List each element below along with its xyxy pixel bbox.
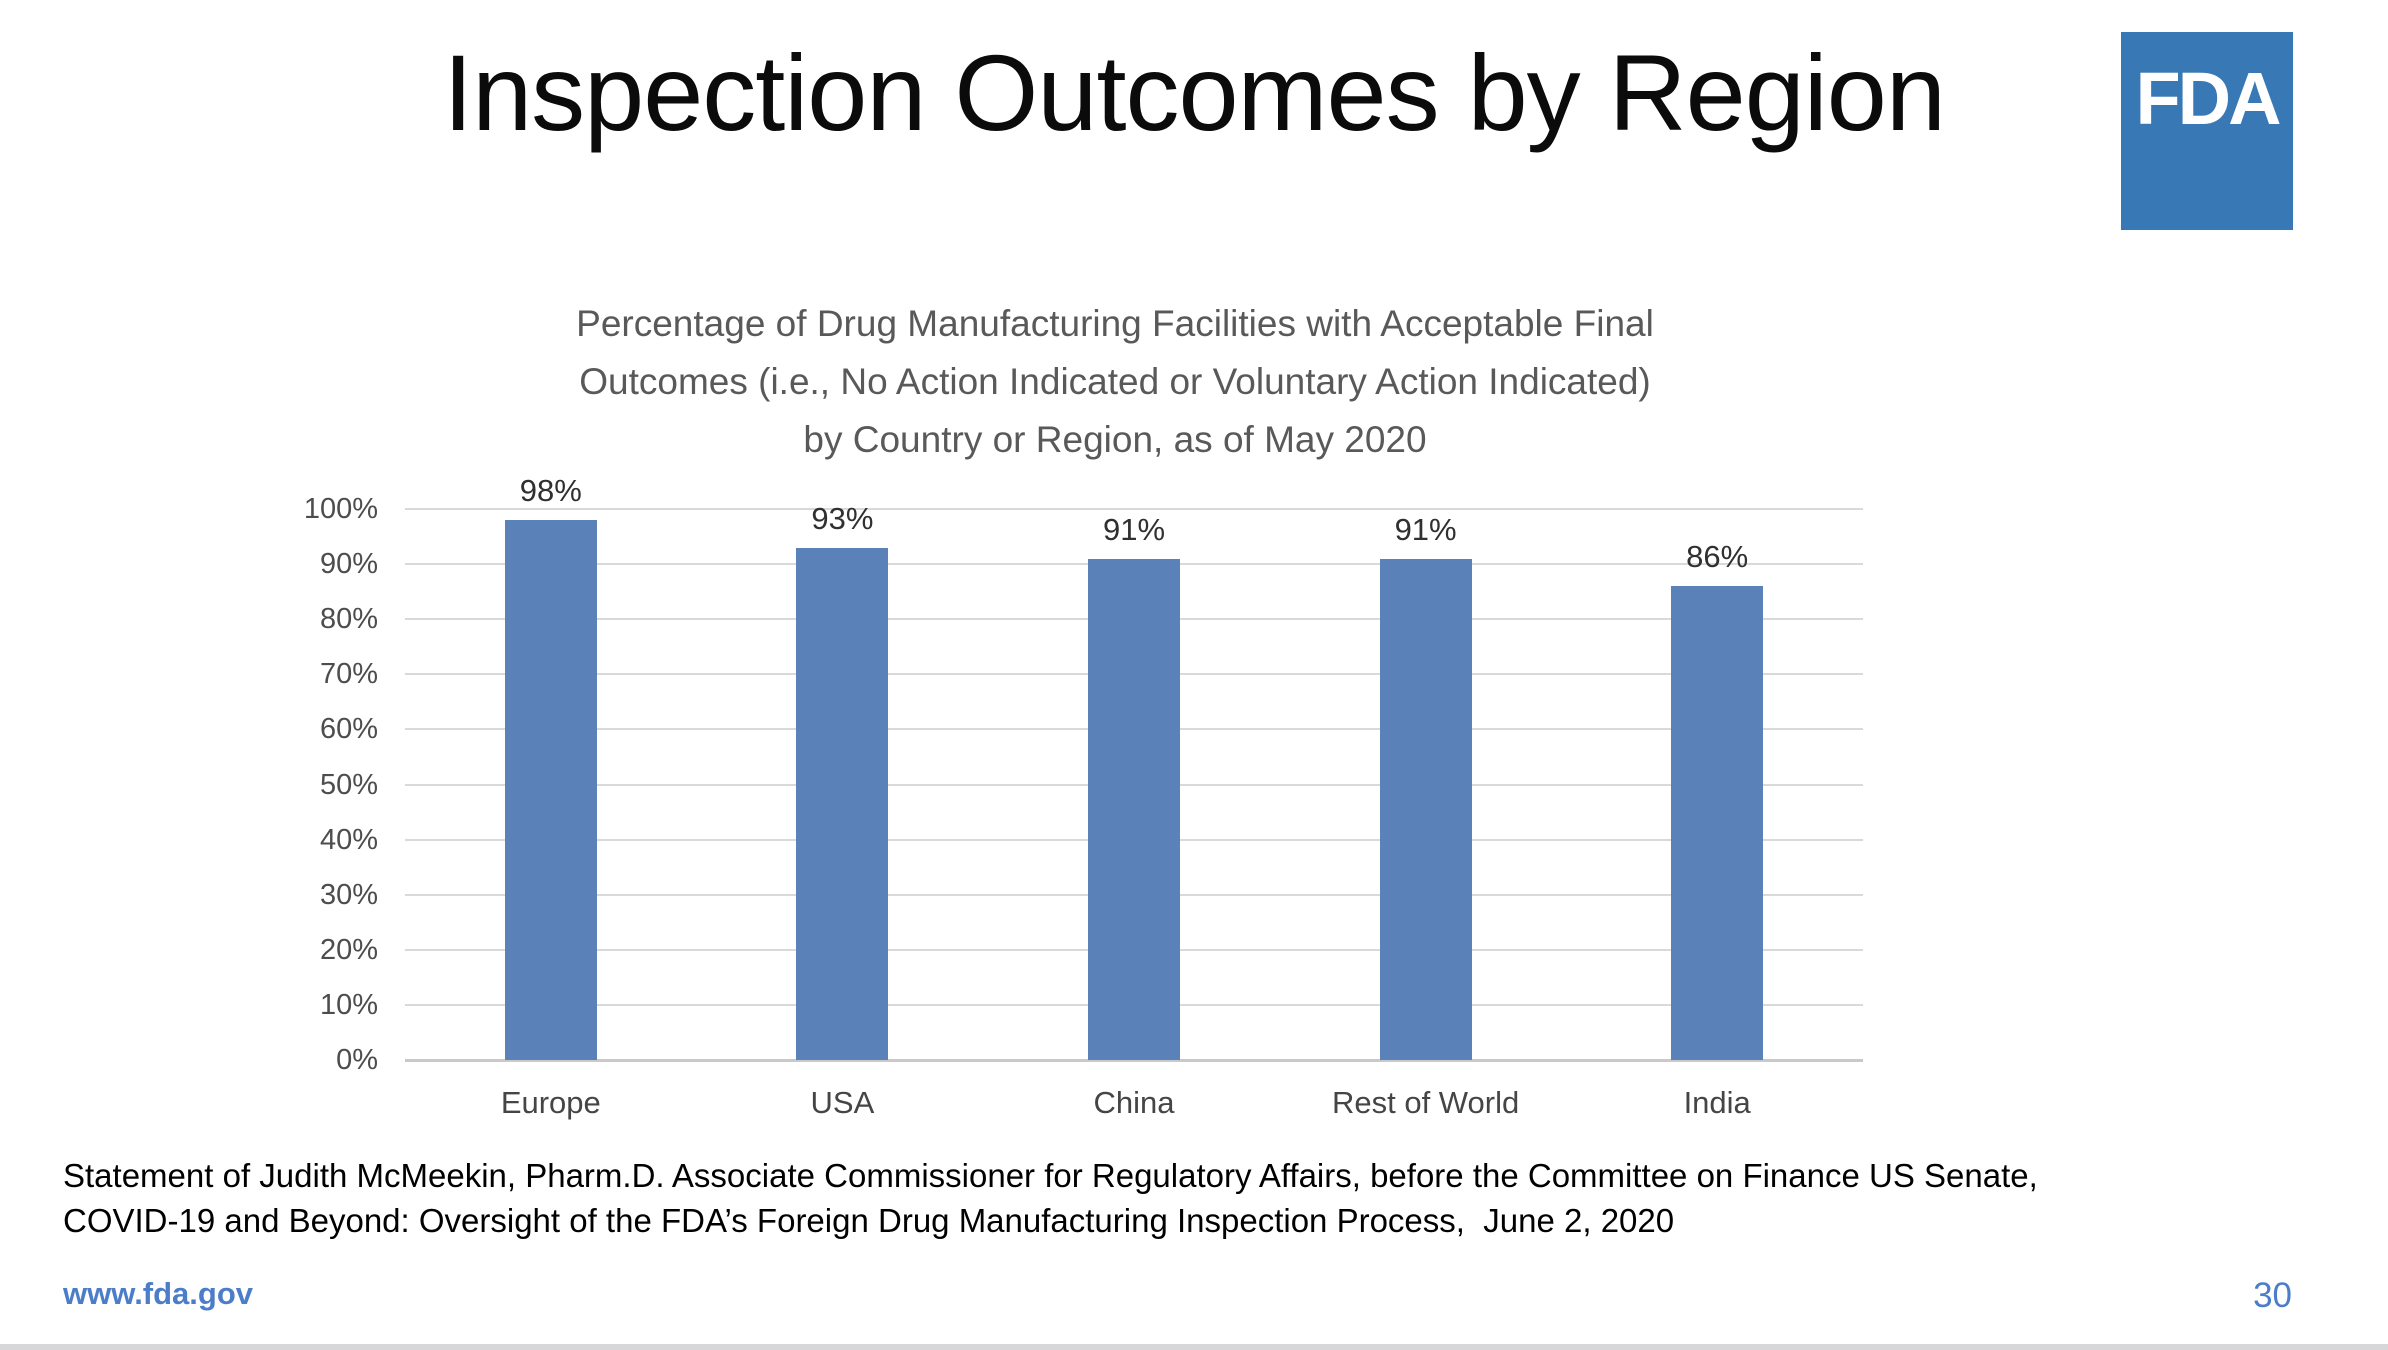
- bar: [1379, 558, 1472, 1060]
- y-axis-tick-label: 20%: [319, 933, 378, 966]
- chart-title: Percentage of Drug Manufacturing Facilit…: [290, 295, 1940, 469]
- citation: Statement of Judith McMeekin, Pharm.D. A…: [63, 1153, 2363, 1243]
- bar-value-label: 86%: [1686, 539, 1749, 575]
- category-label: India: [1683, 1085, 1751, 1120]
- bar-value-label: 91%: [1102, 511, 1166, 547]
- fda-logo-text: FDA: [2135, 57, 2281, 140]
- page-number: 30: [2253, 1276, 2292, 1315]
- category-label: Rest of World: [1331, 1085, 1520, 1120]
- y-axis-tick-label: 70%: [319, 658, 378, 691]
- y-axis-tick-label: 30%: [319, 878, 378, 911]
- y-axis-tick-label: 90%: [319, 548, 378, 581]
- citation-line-1: Statement of Judith McMeekin, Pharm.D. A…: [63, 1157, 2038, 1194]
- bottom-strip: [0, 1344, 2388, 1350]
- category-label: Europe: [500, 1085, 601, 1120]
- chart-title-line: by Country or Region, as of May 2020: [803, 419, 1427, 460]
- bar: [796, 547, 889, 1060]
- website-link[interactable]: www.fda.gov: [63, 1276, 254, 1311]
- category-label: USA: [810, 1085, 875, 1120]
- bar-value-label: 91%: [1394, 511, 1457, 547]
- category-label: China: [1093, 1085, 1175, 1120]
- y-axis-tick-label: 100%: [303, 493, 378, 525]
- fda-logo: FDA: [2121, 32, 2293, 230]
- y-axis-tick-label: 0%: [336, 1044, 378, 1076]
- y-axis-tick-label: 50%: [319, 768, 378, 801]
- chart-title-line: Percentage of Drug Manufacturing Facilit…: [576, 303, 1654, 344]
- gridline: [405, 508, 1863, 510]
- bar: [1671, 586, 1764, 1060]
- bar-value-label: 98%: [519, 473, 582, 509]
- slide-title: Inspection Outcomes by Region: [443, 32, 1946, 153]
- bar: [1088, 558, 1180, 1060]
- bar: [504, 520, 597, 1060]
- y-axis-tick-label: 60%: [319, 713, 378, 746]
- x-axis-line: [405, 1059, 1863, 1062]
- y-axis-tick-label: 40%: [319, 823, 378, 856]
- bar-value-label: 93%: [811, 500, 874, 536]
- y-axis-tick-label: 10%: [319, 988, 378, 1021]
- chart-title-line: Outcomes (i.e., No Action Indicated or V…: [579, 361, 1651, 402]
- citation-line-2: COVID-19 and Beyond: Oversight of the FD…: [63, 1202, 1675, 1239]
- y-axis-tick-label: 80%: [319, 603, 378, 636]
